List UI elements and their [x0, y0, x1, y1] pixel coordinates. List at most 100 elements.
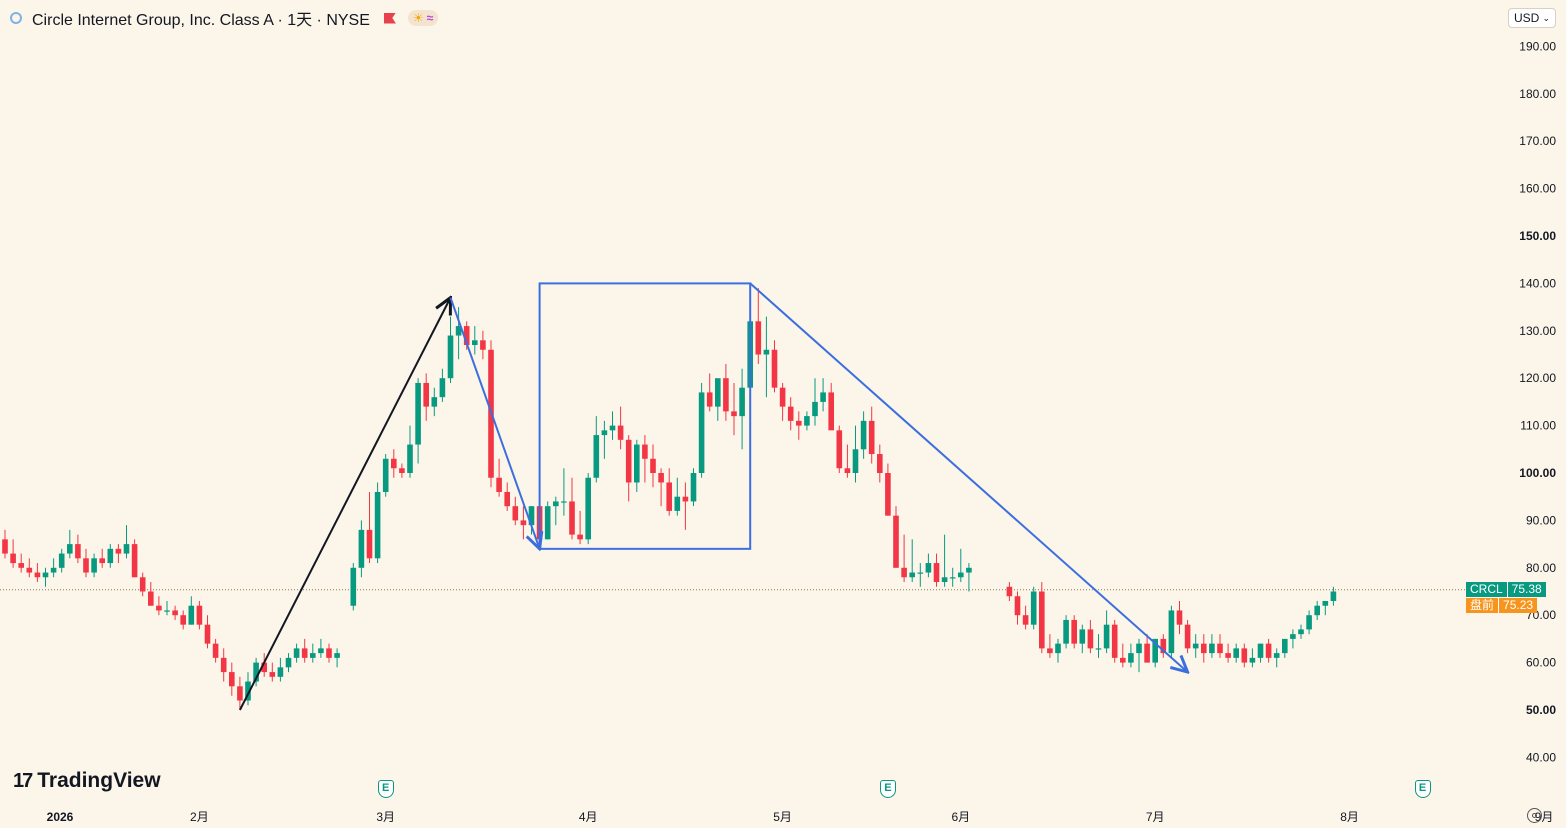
candle-body [326, 648, 332, 658]
candle-body [885, 473, 891, 516]
candle-body [1006, 586, 1013, 597]
y-tick-label: 40.00 [1526, 750, 1556, 764]
tradingview-logo[interactable]: 17 TradingView [13, 769, 161, 793]
candle-body [877, 454, 883, 473]
candle-body [10, 553, 16, 564]
candle-body [812, 401, 818, 417]
candle-body [706, 392, 713, 407]
candle-body [358, 529, 365, 568]
candle-body [26, 567, 33, 573]
candle-body [1022, 615, 1029, 625]
candle-body [1120, 657, 1126, 663]
candle-body [212, 643, 219, 658]
candle-body [350, 567, 357, 606]
candle-body [836, 430, 843, 469]
y-tick-label: 50.00 [1526, 703, 1556, 717]
candle-body [34, 572, 41, 578]
candle-body [820, 392, 826, 402]
candle-body [933, 563, 940, 583]
candle-body [779, 387, 786, 407]
x-tick-label: 7月 [1146, 810, 1165, 824]
candle-body [439, 378, 446, 398]
y-tick-label: 130.00 [1519, 324, 1556, 338]
y-tick-label: 150.00 [1519, 229, 1556, 243]
candle-body [374, 491, 381, 559]
currency-label: USD [1514, 11, 1540, 25]
y-tick-label: 100.00 [1519, 466, 1556, 480]
last-price-value: 75.38 [1511, 582, 1542, 596]
earnings-icon[interactable]: E [377, 780, 394, 798]
symbol-title[interactable]: Circle Internet Group, Inc. Class A · 1天… [32, 12, 370, 29]
candle-body [868, 420, 875, 455]
candle-body [1063, 619, 1069, 644]
candle-body [804, 416, 810, 426]
candle-body [1128, 653, 1134, 663]
candle-body [99, 558, 105, 564]
candle-body [561, 501, 567, 503]
candle-body [528, 506, 535, 526]
candle-body [690, 473, 697, 502]
y-tick-label: 110.00 [1520, 419, 1556, 433]
y-tick-label: 60.00 [1526, 656, 1556, 670]
candle-body [148, 591, 154, 606]
market-session-indicator[interactable]: ☀ ≈ [407, 10, 439, 26]
sun-icon: ☀ [412, 11, 424, 25]
candle-body [407, 444, 413, 473]
candle-body [504, 491, 510, 507]
candle-body [755, 321, 762, 355]
candle-body [91, 558, 97, 573]
candle-body [1136, 643, 1142, 654]
candle-body [1111, 624, 1118, 658]
candle-body [301, 648, 308, 658]
candle-body [1217, 643, 1223, 654]
candle-body [609, 425, 616, 431]
x-tick-label: 2月 [190, 810, 209, 824]
y-tick-label: 170.00 [1519, 134, 1556, 148]
premarket-price-value: 75.23 [1503, 598, 1534, 612]
x-tick-label: 3月 [376, 810, 395, 824]
candle-body [1306, 615, 1312, 630]
flag-icon[interactable] [383, 12, 396, 24]
candle-body [277, 667, 284, 677]
candle-body [50, 567, 57, 573]
candle-body [658, 473, 664, 483]
candle-body [447, 335, 454, 379]
candle-body [131, 544, 138, 578]
candle-body [172, 610, 178, 616]
symbol-logo-icon [10, 12, 22, 24]
candle-body [617, 425, 624, 440]
candle-body [67, 544, 73, 554]
last-price-symbol: CRCL [1466, 582, 1508, 597]
candle-body [220, 657, 227, 673]
earnings-icon[interactable]: E [879, 780, 896, 798]
currency-select[interactable]: USD ⌄ [1508, 8, 1556, 28]
earnings-icon[interactable]: E [1414, 780, 1431, 798]
candle-body [1079, 629, 1086, 644]
candle-body [1144, 643, 1150, 663]
candle-body [293, 648, 300, 658]
candle-body [893, 515, 899, 568]
candle-body [1184, 624, 1191, 649]
candle-body [674, 496, 681, 511]
gear-icon[interactable] [1527, 808, 1542, 823]
candle-body [958, 572, 964, 578]
candle-body [1152, 638, 1158, 663]
candle-body [909, 572, 915, 578]
candle-body [569, 501, 575, 535]
candle-body [399, 468, 405, 473]
candle-body [577, 534, 583, 540]
candle-body [682, 496, 689, 502]
premarket-label: 盘前 [1466, 598, 1500, 613]
candle-body [585, 477, 591, 540]
candle-body [844, 468, 851, 473]
candle-body [382, 458, 389, 492]
candle-body [423, 382, 429, 407]
candle-body [196, 605, 203, 625]
candle-body [1273, 653, 1280, 658]
candle-body [763, 349, 770, 355]
candle-body [949, 577, 956, 579]
candle-body [1322, 600, 1329, 606]
candle-body [285, 657, 292, 668]
candle-body [601, 430, 608, 436]
